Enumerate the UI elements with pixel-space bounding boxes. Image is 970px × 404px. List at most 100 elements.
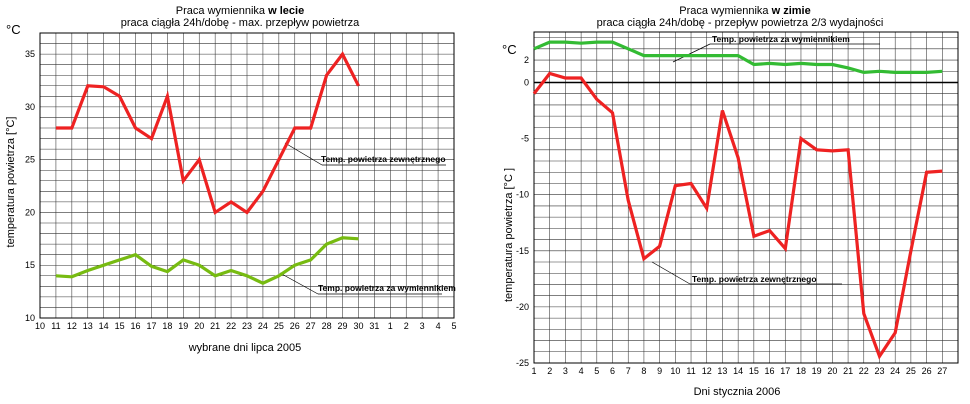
x-tick-label: 30	[353, 321, 363, 331]
x-tick-label: 17	[780, 366, 790, 376]
x-tick-label: 14	[99, 321, 109, 331]
x-tick-label: 7	[626, 366, 631, 376]
y-tick-label: 35	[25, 49, 35, 59]
series-line-0	[55, 51, 360, 215]
x-tick-label: 2	[404, 321, 409, 331]
y-tick-label: -10	[516, 190, 529, 200]
x-tick-label: 25	[906, 366, 916, 376]
x-tick-label: 25	[274, 321, 284, 331]
x-tick-label: 5	[451, 321, 456, 331]
x-tick-label: 13	[83, 321, 93, 331]
x-tick-label: 19	[812, 366, 822, 376]
y-tick-label: -20	[516, 302, 529, 312]
y-tick-label: 10	[25, 313, 35, 323]
plot-frame	[39, 32, 455, 319]
y-tick-label: 20	[25, 207, 35, 217]
y-tick-label: 2	[524, 55, 529, 65]
x-tick-label: 18	[796, 366, 806, 376]
x-tick-label: 24	[890, 366, 900, 376]
summer-exchanger-leader-line	[279, 272, 319, 295]
x-tick-label: 19	[178, 321, 188, 331]
winter-title: Praca wymiennika w zimie	[679, 5, 810, 17]
summer-y-tick-labels: 10 15 20 25 30 35	[25, 49, 35, 323]
plot-frame	[533, 31, 959, 364]
x-tick-label: 22	[859, 366, 869, 376]
x-tick-label: 16	[131, 321, 141, 331]
summer-unit-label: °C	[6, 22, 21, 37]
winter-y-axis-label: temperatura powietrza [°C ]	[503, 168, 515, 302]
x-tick-label: 11	[686, 366, 695, 376]
winter-unit-label: °C	[502, 42, 517, 57]
x-tick-label: 29	[338, 321, 348, 331]
x-tick-label: 26	[922, 366, 932, 376]
winter-exchanger-leader-line	[672, 43, 711, 63]
x-tick-label: 17	[146, 321, 156, 331]
x-tick-label: 2	[547, 366, 552, 376]
x-tick-label: 12	[702, 366, 712, 376]
x-tick-label: 11	[51, 321, 60, 331]
x-tick-label: 26	[290, 321, 300, 331]
x-tick-label: 27	[306, 321, 316, 331]
winter-subtitle: praca ciągła 24h/dobę - przepływ powietr…	[597, 17, 884, 29]
x-tick-label: 15	[749, 366, 759, 376]
y-tick-label: -25	[516, 358, 529, 368]
summer-chart: Praca wymiennika w lecie praca ciągła 24…	[5, 5, 457, 354]
x-tick-label: 9	[657, 366, 662, 376]
y-tick-label: -15	[516, 246, 529, 256]
winter-exchanger-annotation: Temp. powietrza za wymiennikiem	[712, 34, 850, 44]
y-tick-label: 25	[25, 155, 35, 165]
x-tick-label: 13	[717, 366, 727, 376]
x-tick-label: 5	[594, 366, 599, 376]
x-tick-label: 1	[388, 321, 393, 331]
summer-grid	[39, 32, 455, 319]
x-tick-label: 14	[733, 366, 743, 376]
x-tick-label: 27	[937, 366, 947, 376]
series-line-1	[55, 236, 359, 285]
x-tick-label: 12	[67, 321, 77, 331]
winter-x-axis-label: Dni stycznia 2006	[694, 386, 781, 398]
y-tick-label: 30	[25, 102, 35, 112]
y-tick-label: 0	[524, 77, 529, 87]
x-tick-label: 31	[369, 321, 379, 331]
x-tick-label: 4	[436, 321, 441, 331]
x-tick-label: 3	[563, 366, 568, 376]
x-tick-label: 21	[843, 366, 853, 376]
x-tick-label: 4	[579, 366, 584, 376]
x-tick-label: 10	[670, 366, 680, 376]
x-tick-label: 18	[162, 321, 172, 331]
winter-outdoor-annotation: Temp. powietrza zewnętrznego	[692, 274, 817, 284]
x-tick-label: 23	[874, 366, 884, 376]
y-tick-label: -5	[521, 134, 529, 144]
x-tick-label: 1	[531, 366, 536, 376]
summer-subtitle: praca ciągła 24h/dobę - max. przepływ po…	[121, 17, 360, 29]
x-tick-label: 24	[258, 321, 268, 331]
summer-outdoor-annotation: Temp. powietrza zewnętrznego	[321, 154, 446, 164]
series-line-0	[533, 40, 943, 75]
summer-exchanger-annotation: Temp. powietrza za wymiennikiem	[318, 283, 456, 293]
summer-y-axis-label: temperatura powietrza [°C]	[5, 117, 17, 248]
winter-outdoor-leader-line	[651, 261, 691, 285]
summer-title: Praca wymiennika w lecie	[176, 5, 304, 17]
y-tick-label: 15	[25, 260, 35, 270]
summer-outdoor-leader-line	[284, 142, 323, 166]
x-tick-label: 20	[194, 321, 204, 331]
x-tick-label: 10	[35, 321, 45, 331]
series-line-1	[532, 71, 943, 360]
x-tick-label: 21	[210, 321, 220, 331]
x-tick-label: 16	[765, 366, 775, 376]
summer-x-axis-label: wybrane dni lipca 2005	[188, 342, 302, 354]
x-tick-label: 15	[115, 321, 125, 331]
x-tick-label: 23	[242, 321, 252, 331]
x-tick-label: 6	[610, 366, 615, 376]
summer-x-tick-labels: 10 11 12 13 14 15 16 17 18 19 20 21 22 23 24 25 26 27 28 29…	[35, 321, 457, 331]
winter-y-tick-labels: 2 0 -5 -10 -15 -20 -25	[516, 55, 529, 368]
winter-x-tick-labels: 1 2 3 4 5 6 7 8 9 10 11 12 13 14 15 16 17 18 19 20 21 22 23 24 2…	[531, 366, 947, 376]
x-tick-label: 8	[641, 366, 646, 376]
x-tick-label: 3	[420, 321, 425, 331]
x-tick-label: 20	[827, 366, 837, 376]
x-tick-label: 28	[322, 321, 332, 331]
x-tick-label: 22	[226, 321, 236, 331]
winter-chart: Praca wymiennika w zimie praca ciągła 24…	[502, 5, 959, 398]
summer-series	[55, 51, 360, 285]
